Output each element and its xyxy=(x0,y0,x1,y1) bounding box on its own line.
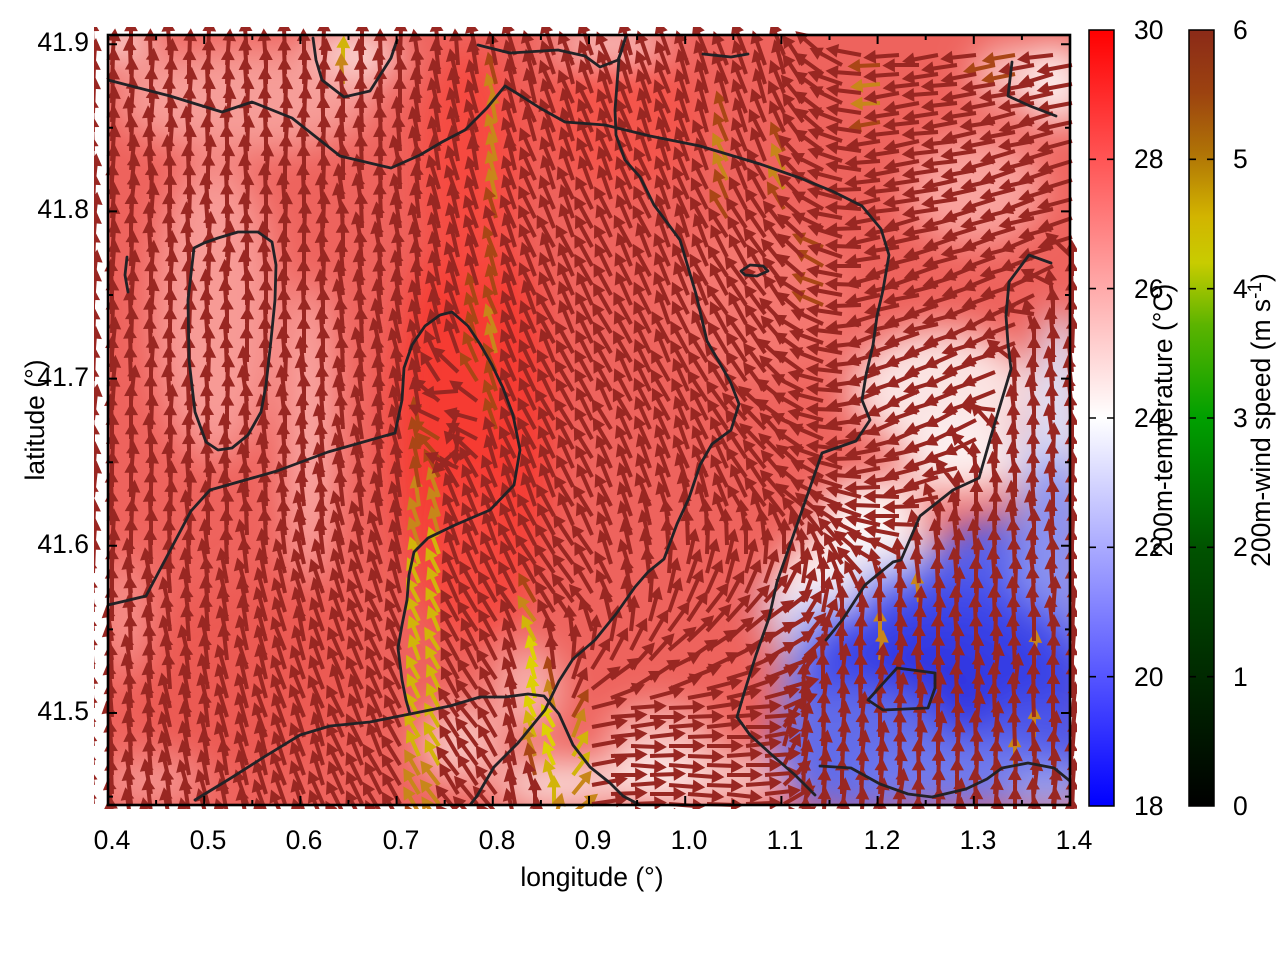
svg-text:latitude (°): latitude (°) xyxy=(20,359,50,480)
svg-text:2: 2 xyxy=(1233,532,1248,562)
svg-text:0.7: 0.7 xyxy=(383,825,420,855)
svg-text:28: 28 xyxy=(1134,144,1163,174)
svg-text:0.5: 0.5 xyxy=(190,825,227,855)
svg-text:18: 18 xyxy=(1134,791,1163,821)
svg-text:0.6: 0.6 xyxy=(286,825,323,855)
svg-text:0.4: 0.4 xyxy=(94,825,131,855)
svg-text:41.5: 41.5 xyxy=(37,696,89,726)
svg-text:0: 0 xyxy=(1233,791,1248,821)
svg-text:4: 4 xyxy=(1233,274,1248,304)
svg-text:41.7: 41.7 xyxy=(37,362,89,392)
svg-text:41.6: 41.6 xyxy=(37,529,89,559)
svg-text:1.2: 1.2 xyxy=(864,825,901,855)
svg-text:0.8: 0.8 xyxy=(479,825,516,855)
svg-text:30: 30 xyxy=(1134,15,1163,45)
svg-text:26: 26 xyxy=(1134,274,1163,304)
svg-text:5: 5 xyxy=(1233,144,1248,174)
svg-text:1.3: 1.3 xyxy=(960,825,997,855)
svg-text:6: 6 xyxy=(1233,15,1248,45)
svg-text:longitude (°): longitude (°) xyxy=(520,862,663,892)
svg-text:1.4: 1.4 xyxy=(1056,825,1093,855)
svg-text:1.1: 1.1 xyxy=(767,825,804,855)
svg-text:0.9: 0.9 xyxy=(575,825,612,855)
svg-text:20: 20 xyxy=(1134,662,1163,692)
svg-text:1.0: 1.0 xyxy=(671,825,708,855)
svg-text:24: 24 xyxy=(1134,403,1163,433)
svg-text:200m-temperature (°C): 200m-temperature (°C) xyxy=(1148,284,1178,557)
svg-text:41.9: 41.9 xyxy=(37,27,89,57)
svg-text:41.8: 41.8 xyxy=(37,194,89,224)
svg-text:3: 3 xyxy=(1233,403,1248,433)
svg-text:1: 1 xyxy=(1233,662,1248,692)
svg-text:200m-wind speed (m s-1): 200m-wind speed (m s-1) xyxy=(1245,273,1276,567)
svg-text:22: 22 xyxy=(1134,532,1163,562)
